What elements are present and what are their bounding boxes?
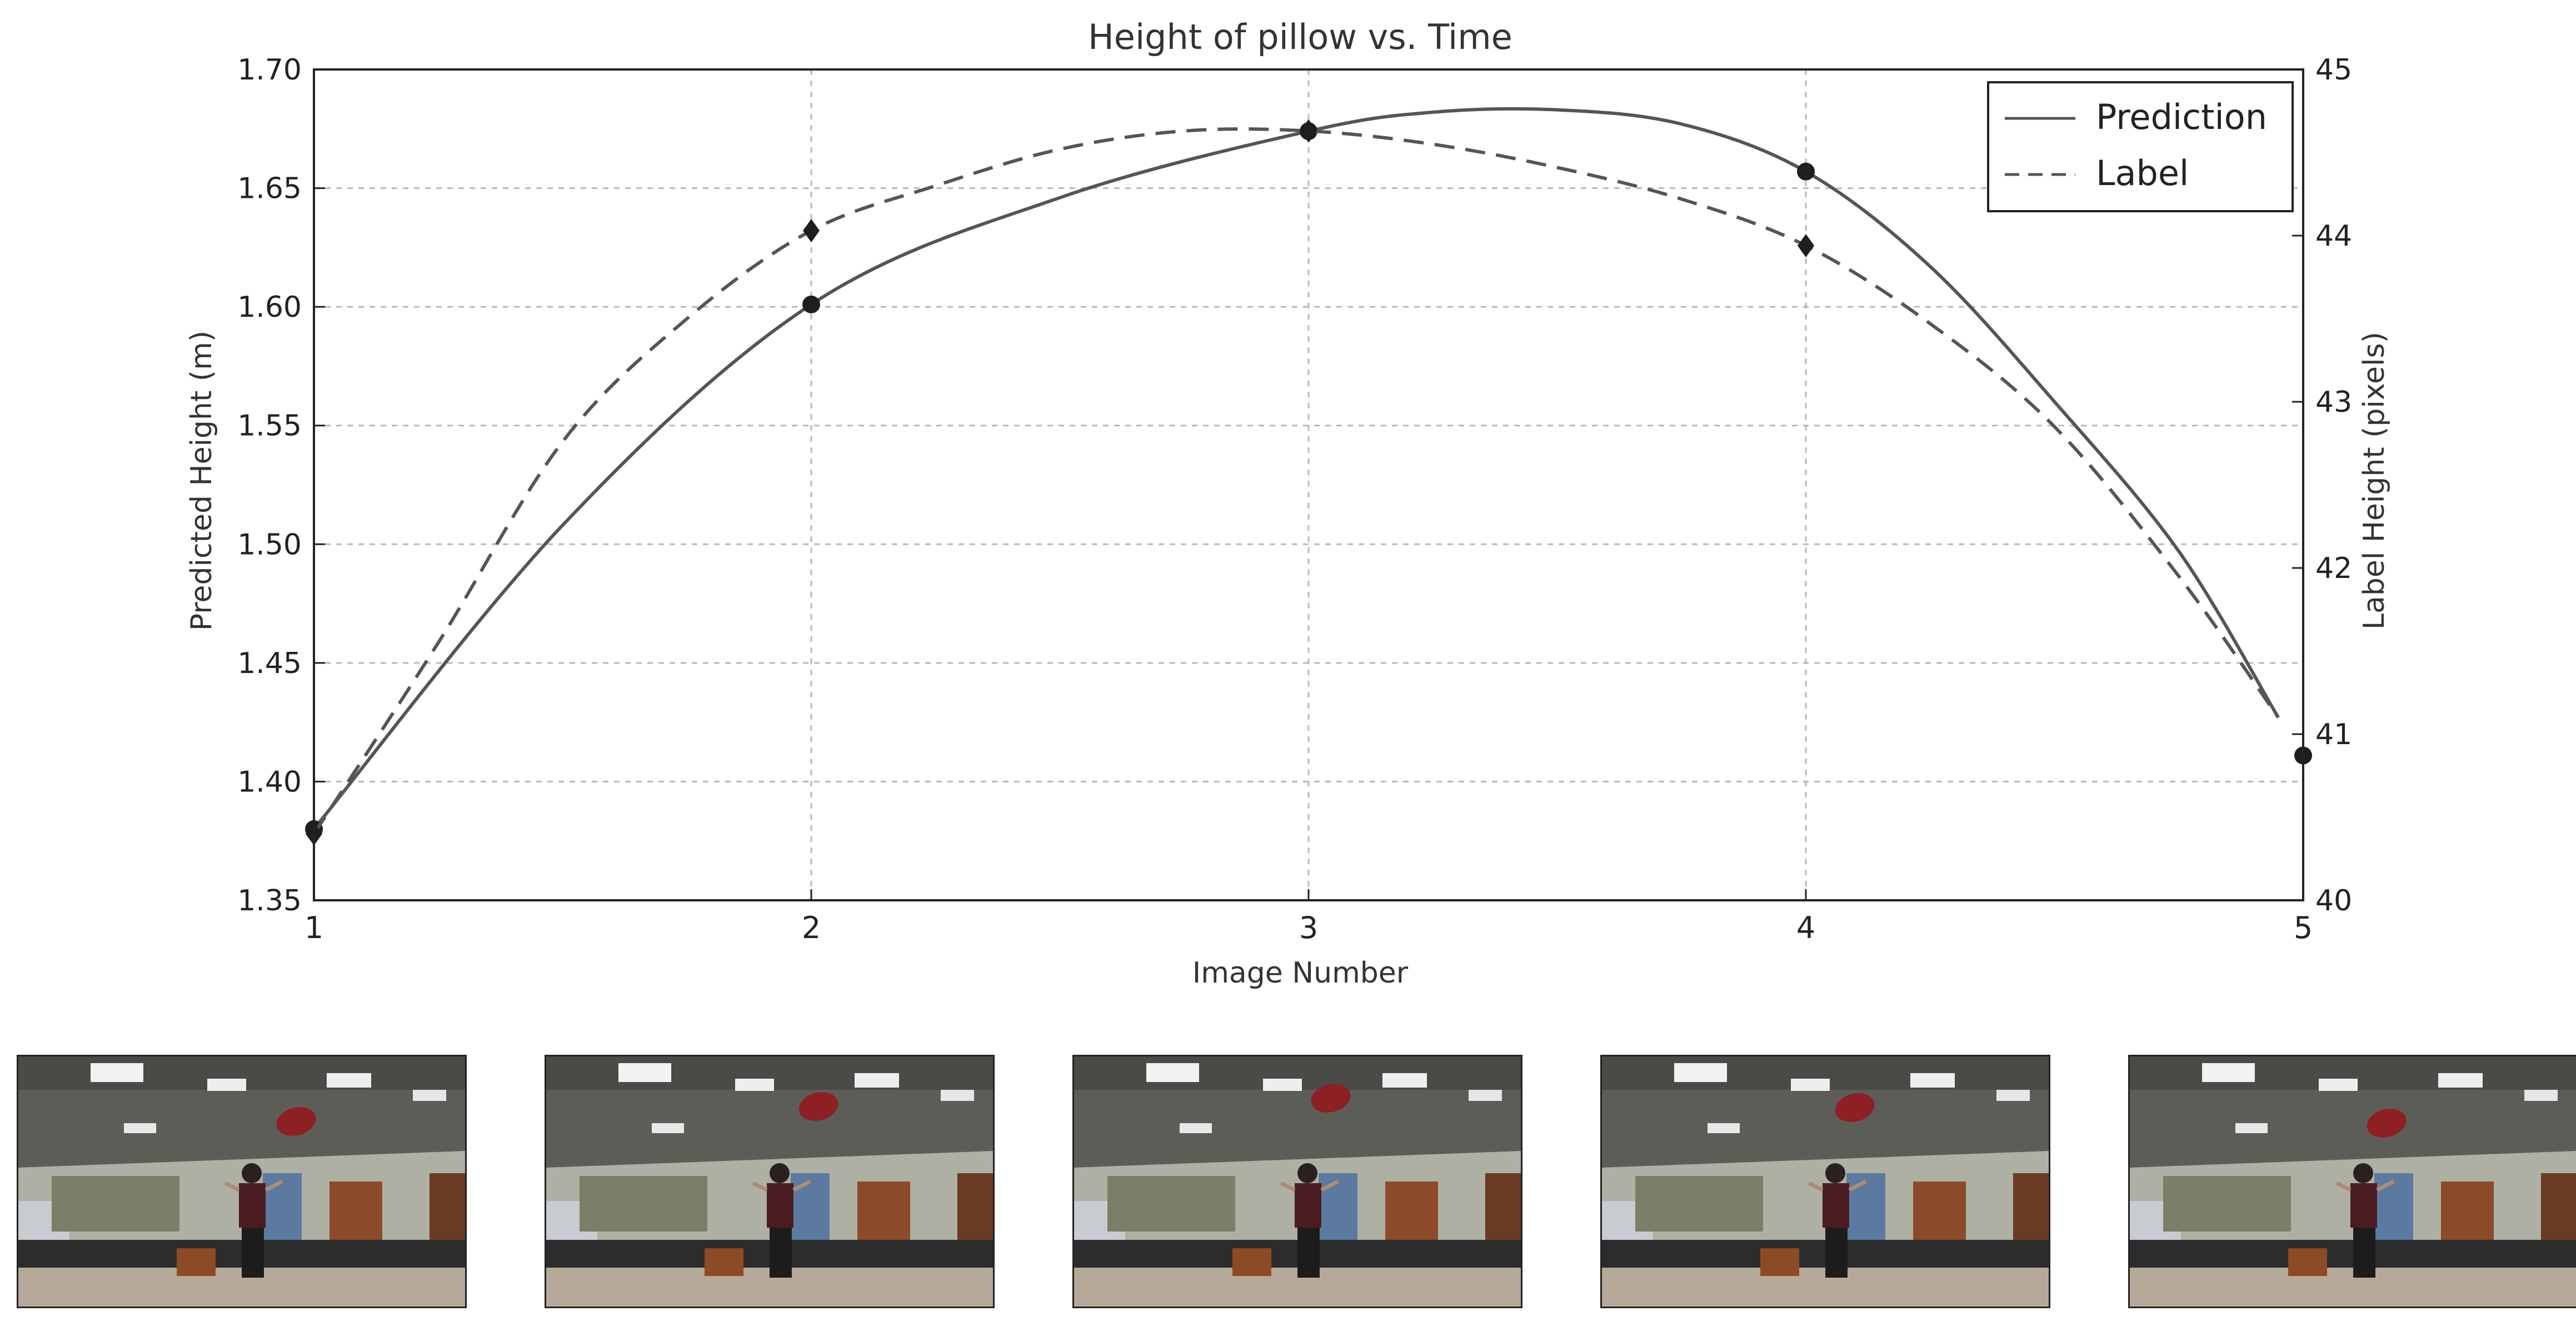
y2-tick-label: 44 (2315, 220, 2352, 253)
x-tick-label: 4 (1796, 910, 1815, 945)
legend-box (1987, 81, 2294, 212)
y-tick-label: 1.65 (237, 172, 302, 206)
x-axis-label: Image Number (1192, 956, 1409, 990)
thumbnail-image-5 (2128, 1055, 2576, 1308)
label-point (1300, 119, 1317, 143)
y-tick-label: 1.40 (237, 765, 302, 799)
series-layer (305, 107, 2312, 846)
thumbnail-image-3 (1072, 1055, 1522, 1308)
legend-label-label: Label (2096, 153, 2189, 193)
legend: Prediction Label (1987, 81, 2294, 212)
y-tick-label: 1.45 (237, 647, 302, 680)
pillow (1835, 1093, 1875, 1122)
y-axis-label: Predicted Height (m) (185, 331, 218, 631)
tick-labels: 1 2 3 4 51.351.401.451.501.551.601.651.70404… (237, 53, 2352, 945)
y-tick-label: 1.70 (237, 53, 302, 87)
y-tick-label: 1.60 (237, 291, 302, 324)
thumbnail-image-1 (17, 1055, 467, 1308)
prediction-point (802, 295, 820, 313)
pillow (798, 1092, 838, 1121)
x-tick-label: 5 (2294, 910, 2313, 945)
chart: Height of pillow vs. Time Image Number P… (185, 17, 2391, 990)
plot-area-frame (313, 68, 2304, 901)
prediction-point (1797, 162, 1815, 181)
x-tick-label: 2 (802, 910, 821, 945)
y2-axis-label: Label Height (pixels) (2358, 332, 2391, 630)
pillow (276, 1107, 316, 1136)
legend-prediction-label: Prediction (2096, 97, 2267, 137)
y2-tick-label: 45 (2315, 53, 2352, 87)
y-tick-label: 1.35 (237, 884, 302, 918)
y-tick-label: 1.50 (237, 528, 302, 561)
label-point (1798, 233, 1814, 257)
thumbnail-image-4 (1600, 1055, 2050, 1308)
pillow (2367, 1109, 2407, 1138)
pillow (1311, 1084, 1351, 1113)
y2-tick-label: 42 (2315, 552, 2352, 585)
y2-tick-label: 41 (2315, 718, 2352, 751)
thumbnail-image-2 (545, 1055, 995, 1308)
chart-title: Height of pillow vs. Time (1088, 17, 1512, 57)
y2-tick-label: 43 (2315, 386, 2352, 419)
x-tick-label: 1 (304, 910, 323, 945)
y2-tick-label: 40 (2315, 884, 2352, 918)
label-point (803, 219, 820, 243)
series-line-prediction (312, 107, 2280, 830)
series-line-label (312, 127, 2280, 835)
x-tick-label: 3 (1299, 910, 1318, 945)
y-tick-label: 1.55 (237, 410, 302, 443)
